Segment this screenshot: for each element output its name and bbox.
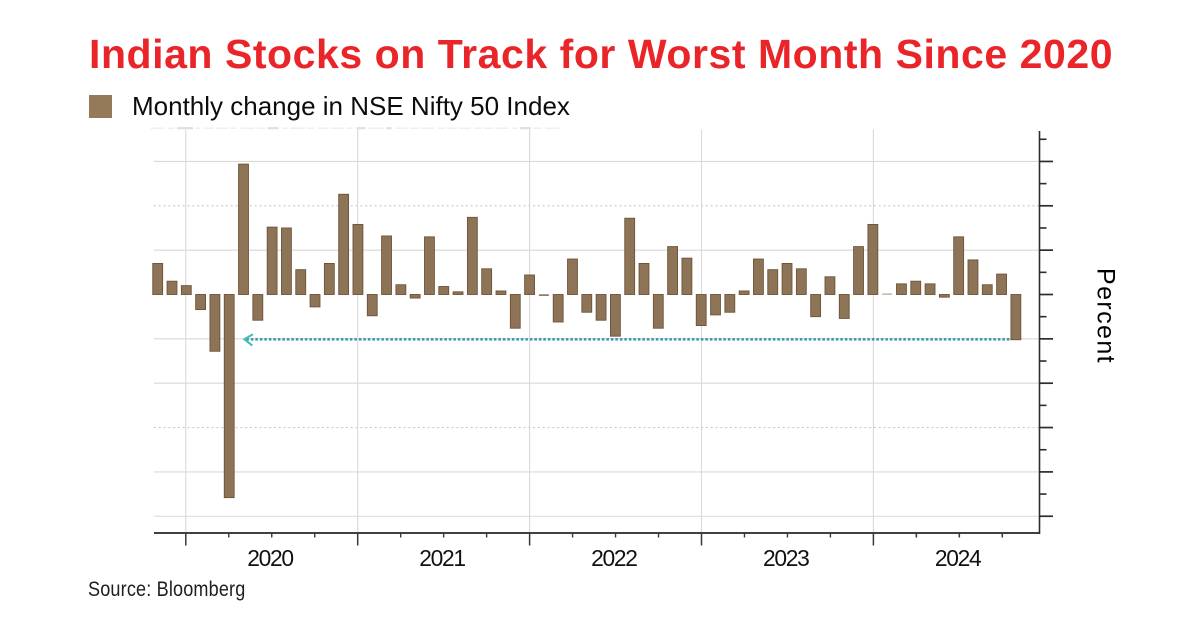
x-tick-label: 2022 — [591, 545, 637, 571]
bar — [538, 294, 549, 296]
bar — [753, 258, 764, 295]
bar — [867, 223, 879, 295]
bar — [724, 294, 736, 313]
x-tick-label: 2023 — [763, 545, 809, 571]
y-axis-title: Percent — [1091, 268, 1120, 364]
bar — [624, 217, 636, 295]
bar — [652, 294, 664, 329]
bar — [266, 226, 278, 295]
bar — [252, 294, 264, 321]
bar — [609, 294, 621, 337]
bar — [996, 273, 1007, 295]
bar — [1010, 294, 1022, 341]
bar — [882, 293, 893, 295]
bar — [938, 294, 950, 298]
bar — [281, 227, 292, 295]
bar — [981, 284, 993, 295]
bar — [195, 294, 207, 311]
source-note: Source: Bloomberg — [88, 577, 246, 601]
bar — [795, 268, 807, 295]
bar — [395, 284, 407, 295]
bar — [695, 294, 707, 326]
bar — [466, 216, 478, 295]
bar — [953, 236, 965, 295]
x-tick-label: 2020 — [247, 545, 293, 571]
bar — [338, 193, 350, 295]
bar — [381, 235, 392, 295]
bar — [495, 290, 507, 295]
bar — [638, 263, 650, 295]
legend-swatch-icon — [89, 94, 112, 118]
bar — [581, 294, 593, 313]
bar — [567, 258, 578, 295]
bar — [452, 291, 464, 295]
bar — [180, 285, 192, 295]
bar — [710, 294, 721, 316]
chart-title: Indian Stocks on Track for Worst Month S… — [89, 30, 1114, 77]
bar — [667, 246, 679, 295]
bar — [810, 294, 822, 318]
x-tick-label: 2021 — [419, 545, 465, 571]
bar — [738, 290, 750, 295]
bar — [524, 274, 535, 295]
bar — [481, 268, 493, 295]
bar — [896, 283, 907, 295]
bar — [424, 236, 435, 295]
x-tick-label: 2024 — [935, 545, 982, 571]
bar — [924, 283, 936, 295]
bar — [366, 294, 378, 317]
bar — [767, 269, 779, 295]
bar — [323, 263, 335, 295]
bar — [152, 263, 164, 295]
bar — [552, 294, 564, 323]
legend-label: Monthly change in NSE Nifty 50 Index — [132, 90, 570, 121]
bar — [409, 294, 421, 299]
bar — [166, 280, 178, 295]
bar — [352, 223, 364, 295]
bar — [238, 163, 249, 295]
annotation-arrowhead-icon — [242, 333, 254, 347]
bar — [438, 286, 450, 295]
bar — [509, 294, 521, 329]
bar — [309, 294, 321, 308]
bar — [824, 276, 836, 295]
bar — [209, 294, 221, 352]
bar — [681, 257, 693, 295]
bar — [295, 269, 307, 295]
bar — [853, 246, 864, 295]
legend: Monthly change in NSE Nifty 50 Index — [89, 91, 570, 121]
bar — [781, 263, 793, 295]
bar — [223, 294, 235, 499]
bar — [910, 280, 922, 295]
bar — [838, 294, 850, 319]
bar — [967, 259, 979, 295]
bar — [595, 294, 607, 321]
